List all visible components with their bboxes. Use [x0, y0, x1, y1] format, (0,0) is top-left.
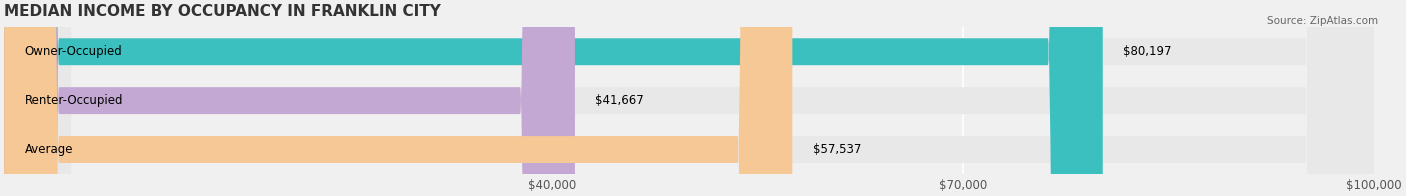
FancyBboxPatch shape — [4, 0, 1102, 196]
Text: $57,537: $57,537 — [813, 143, 862, 156]
Text: Renter-Occupied: Renter-Occupied — [25, 94, 124, 107]
FancyBboxPatch shape — [4, 0, 793, 196]
Text: Owner-Occupied: Owner-Occupied — [25, 45, 122, 58]
Text: Average: Average — [25, 143, 73, 156]
Text: Source: ZipAtlas.com: Source: ZipAtlas.com — [1267, 16, 1378, 26]
FancyBboxPatch shape — [4, 0, 1374, 196]
Text: $80,197: $80,197 — [1123, 45, 1171, 58]
FancyBboxPatch shape — [4, 0, 1374, 196]
Text: MEDIAN INCOME BY OCCUPANCY IN FRANKLIN CITY: MEDIAN INCOME BY OCCUPANCY IN FRANKLIN C… — [4, 4, 441, 19]
FancyBboxPatch shape — [4, 0, 1374, 196]
Text: $41,667: $41,667 — [596, 94, 644, 107]
FancyBboxPatch shape — [4, 0, 575, 196]
